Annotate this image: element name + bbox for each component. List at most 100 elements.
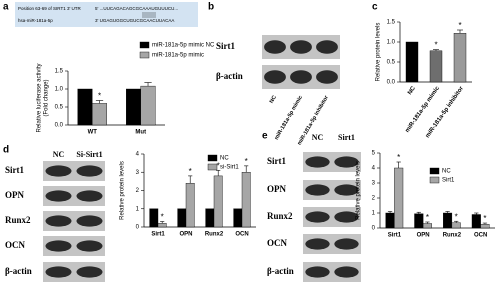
bar bbox=[149, 208, 159, 228]
significance: * bbox=[483, 214, 486, 223]
blot-band bbox=[334, 156, 359, 168]
legend-label: Sirt1 bbox=[442, 178, 455, 184]
blot-band bbox=[45, 215, 72, 227]
panel-label: d bbox=[3, 145, 9, 156]
y-tick-label: 1.5 bbox=[387, 20, 396, 26]
y-tick-label: 2 bbox=[136, 188, 140, 194]
blot-band bbox=[334, 184, 359, 196]
blot-band bbox=[76, 190, 103, 202]
bar bbox=[213, 175, 223, 228]
y-axis-label: Relative protein levels bbox=[120, 161, 126, 220]
significance: * bbox=[217, 162, 220, 171]
blot-band bbox=[264, 40, 286, 54]
blot-row-label: OPN bbox=[5, 190, 24, 200]
blot-lane-label: NC bbox=[53, 150, 65, 159]
legend-swatch bbox=[139, 51, 150, 59]
legend-swatch bbox=[429, 167, 440, 175]
y-tick-label: 0.5 bbox=[55, 105, 64, 111]
legend-label: NC bbox=[220, 156, 229, 162]
bar bbox=[140, 85, 156, 126]
bar bbox=[177, 208, 187, 228]
y-tick-label: 4 bbox=[372, 166, 376, 172]
y-tick-label: 1 bbox=[372, 211, 376, 217]
x-tick-label: Sirt1 bbox=[151, 232, 165, 238]
blot-band bbox=[76, 240, 103, 252]
x-tick-label: WT bbox=[88, 130, 98, 136]
y-axis-label: Relative protein levels bbox=[376, 23, 382, 82]
sequence-box bbox=[15, 2, 198, 27]
bar bbox=[385, 212, 395, 229]
mirna-label: hsa-miR-181a-5p bbox=[18, 18, 53, 23]
blot-band bbox=[316, 70, 338, 84]
y-axis-label: Relative protein levels bbox=[356, 161, 362, 220]
x-tick-label: OCN bbox=[235, 232, 248, 238]
blot-lane-label: miR-181a-5p mimic bbox=[274, 95, 304, 141]
panel-label: a bbox=[3, 2, 9, 13]
blot-band bbox=[264, 70, 286, 84]
bar bbox=[443, 212, 453, 229]
significance: * bbox=[245, 157, 248, 166]
blot-band bbox=[76, 266, 103, 278]
y-tick-label: 0.0 bbox=[387, 80, 396, 86]
blot-band bbox=[45, 165, 72, 177]
significance: * bbox=[161, 213, 164, 222]
significance: * bbox=[397, 153, 400, 162]
y-tick-label: 0 bbox=[136, 225, 140, 231]
blot-band bbox=[290, 70, 312, 84]
bar bbox=[157, 223, 167, 228]
blot-band bbox=[334, 238, 359, 250]
panel-label: c bbox=[372, 2, 378, 13]
bar bbox=[92, 103, 108, 126]
y-axis-label: Relative luciferase activity bbox=[37, 63, 43, 132]
y-tick-label: 0 bbox=[372, 226, 376, 232]
y-tick-label: 2 bbox=[372, 196, 376, 202]
x-tick-label: OCN bbox=[474, 233, 487, 239]
blot-lane-label: NC bbox=[269, 95, 278, 105]
blot-lane-label: Sirt1 bbox=[338, 133, 355, 142]
significance: * bbox=[98, 92, 101, 101]
blot-band bbox=[290, 40, 312, 54]
bar bbox=[480, 224, 490, 229]
bar bbox=[429, 50, 443, 83]
pairing-lines bbox=[142, 12, 156, 18]
bar bbox=[241, 172, 251, 228]
blot-row-label: OPN bbox=[267, 184, 286, 194]
y-tick-label: 5 bbox=[372, 151, 376, 157]
blot-lane-label: NC bbox=[312, 133, 324, 142]
blot-row-label: β-actin bbox=[216, 71, 243, 81]
bar bbox=[125, 88, 141, 126]
blot-band bbox=[334, 211, 359, 223]
blot-lane-label: Si-Sirt1 bbox=[76, 150, 102, 159]
x-tick-label: NC bbox=[407, 85, 417, 96]
blot-band bbox=[45, 190, 72, 202]
panel-label: e bbox=[262, 131, 268, 142]
y-tick-label: 3 bbox=[136, 170, 140, 176]
y-tick-label: 1.0 bbox=[55, 87, 64, 93]
bar bbox=[414, 213, 424, 229]
blot-row-label: OCN bbox=[5, 240, 26, 250]
y-tick-label: 1.0 bbox=[387, 40, 396, 46]
blot-band bbox=[305, 211, 330, 223]
significance: * bbox=[455, 212, 458, 221]
legend-label: si-Sirt1 bbox=[220, 165, 239, 171]
legend-swatch bbox=[207, 154, 218, 162]
y-tick-label: 0.0 bbox=[55, 123, 64, 129]
x-tick-label: Runx2 bbox=[205, 232, 224, 238]
blot-row-label: β-actin bbox=[267, 266, 294, 276]
significance: * bbox=[189, 167, 192, 176]
x-tick-label: OPN bbox=[179, 232, 192, 238]
bar bbox=[422, 223, 432, 229]
significance: * bbox=[458, 21, 461, 30]
x-tick-label: OPN bbox=[417, 233, 430, 239]
blot-row-label: Sirt1 bbox=[216, 41, 235, 51]
blot-band bbox=[316, 40, 338, 54]
bar bbox=[185, 182, 195, 228]
significance: * bbox=[426, 213, 429, 222]
y-axis-label: (Fold change) bbox=[44, 79, 50, 116]
y-tick-label: 1 bbox=[136, 206, 140, 212]
significance: * bbox=[434, 41, 437, 50]
blot-row-label: Sirt1 bbox=[267, 156, 286, 166]
blot-row-label: Runx2 bbox=[267, 211, 293, 221]
legend-swatch bbox=[207, 163, 218, 171]
blot-band bbox=[45, 266, 72, 278]
